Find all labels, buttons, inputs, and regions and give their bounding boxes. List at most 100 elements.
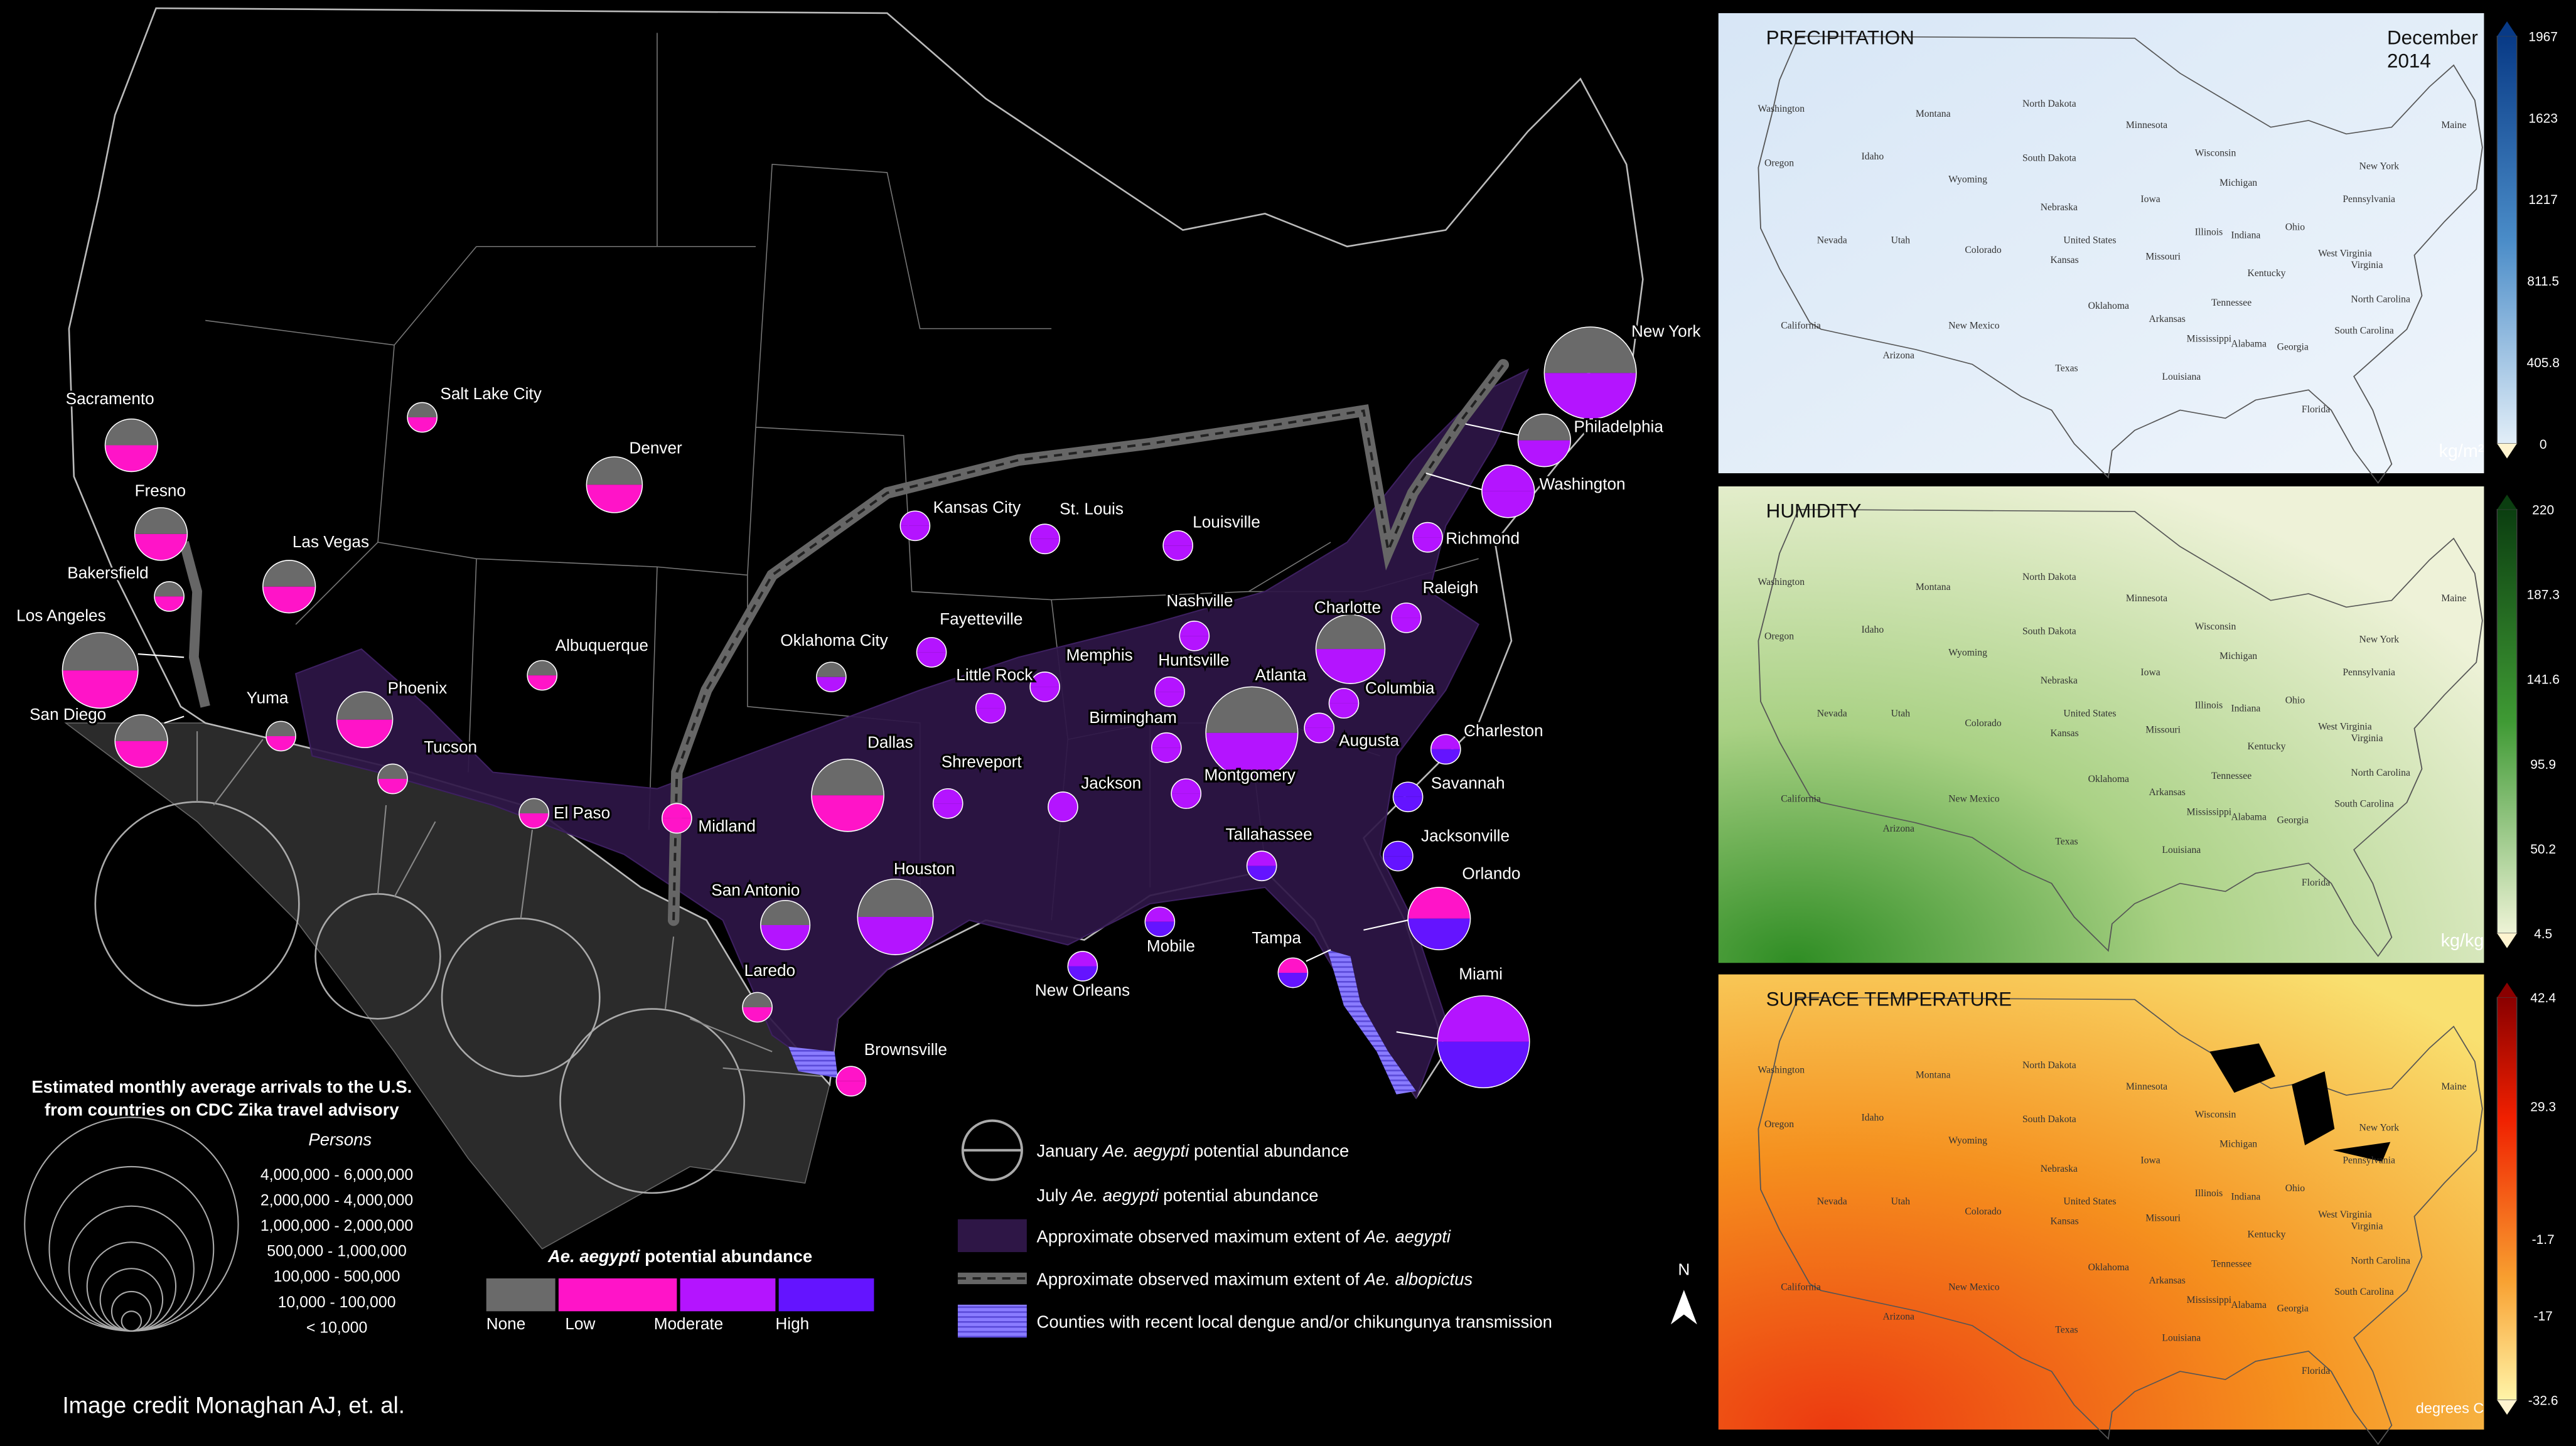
arrivals-bin: 1,000,000 - 2,000,000: [260, 1217, 413, 1234]
state-label: Indiana: [2231, 230, 2260, 241]
city-july: [1163, 545, 1193, 560]
leader-line: [1465, 423, 1520, 436]
state-label: Missouri: [2145, 1213, 2181, 1223]
leader-line: [1425, 473, 1483, 491]
abundance-title-part: Ae. aegypti: [547, 1246, 641, 1266]
cities: New York Philadelphia Washington Richmond Ra…: [14, 319, 1704, 1097]
city-outline: [527, 660, 558, 691]
city-january: [1544, 327, 1636, 373]
state-label: New Mexico: [1948, 794, 2000, 805]
city-july: [1048, 806, 1078, 822]
state-label: United States: [2063, 235, 2116, 245]
city-july: [1316, 649, 1385, 684]
key-label-part: Ae. aegypti: [1363, 1226, 1451, 1246]
state-label: Utah: [1891, 1196, 1911, 1207]
city-july: [743, 1007, 773, 1022]
state-label: California: [1781, 794, 1821, 805]
state-label: Kansas: [2050, 255, 2078, 265]
city-label: San Diego: [30, 705, 106, 724]
city-january: [933, 788, 963, 804]
abundance-level: Low: [565, 1314, 595, 1333]
city-january: [154, 581, 185, 597]
colorbar-tick: 187.3: [2526, 588, 2559, 602]
key-label-part: Ae. albopictus: [1363, 1269, 1473, 1288]
state-label: West Virginia: [2318, 248, 2372, 259]
city-label: New Orleans: [1035, 981, 1130, 1000]
state-label: Washington: [1758, 104, 1805, 114]
great-lakes: [2332, 1142, 2391, 1162]
city-outline: [1179, 620, 1210, 651]
city-outline: [1315, 614, 1386, 684]
city-outline: [1437, 995, 1530, 1089]
key-label-part: Ae. aegypti: [1071, 1186, 1159, 1205]
state-label: South Carolina: [2334, 1287, 2394, 1297]
colorbar-tick: 1217: [2528, 193, 2558, 207]
city-outline: [154, 581, 185, 612]
state-label: Virginia: [2351, 733, 2383, 744]
city-july: [1393, 796, 1423, 812]
arrivals-title: from countries on CDC Zika travel adviso…: [45, 1100, 399, 1120]
state-label: Pennsylvania: [2343, 194, 2395, 205]
city-january: [266, 721, 296, 736]
state-label: Arizona: [1882, 350, 1914, 361]
city-january: [1393, 782, 1423, 797]
city-july: [1030, 538, 1060, 554]
state-label: Washington: [1758, 577, 1805, 587]
state-label: South Carolina: [2334, 325, 2394, 336]
city-july: [407, 417, 437, 432]
city-label: Tampa: [1252, 928, 1301, 947]
colorbar-cap: [2497, 933, 2517, 948]
colorbar-tick: 141.6: [2526, 673, 2559, 687]
arrivals-bin: 500,000 - 1,000,000: [267, 1243, 407, 1260]
city-january: [1145, 907, 1175, 922]
state-label: United States: [2063, 1196, 2116, 1207]
state-label: West Virginia: [2318, 721, 2372, 732]
state-label: North Carolina: [2351, 1255, 2410, 1266]
abundance-swatch: [558, 1278, 677, 1312]
city-january: [527, 660, 557, 676]
state-label: Pennsylvania: [2343, 1155, 2395, 1166]
state-label: Arkansas: [2149, 1275, 2185, 1286]
key-label-part: potential abundance: [1158, 1186, 1318, 1205]
panel-unit: kg/m²: [2439, 441, 2484, 461]
city-label: Montgomery: [1205, 766, 1296, 785]
city-label: Tallahassee: [1226, 825, 1312, 844]
state-label: Minnesota: [2126, 593, 2167, 604]
abundance-level: Moderate: [654, 1314, 723, 1333]
city-outline: [1407, 887, 1471, 951]
key-label-part: Approximate observed maximum extent of: [1037, 1226, 1365, 1246]
abundance-swatch: [778, 1278, 874, 1312]
state-label: Tennessee: [2211, 1259, 2251, 1270]
panel-map-bg: [1718, 974, 2484, 1430]
city-label: Salt Lake City: [440, 384, 542, 403]
city-outline: [1392, 781, 1424, 813]
city-january: [1030, 672, 1060, 687]
city-label: Denver: [629, 439, 682, 458]
state-label: South Carolina: [2334, 799, 2394, 810]
abundance-swatch: [680, 1278, 776, 1312]
city-label: El Paso: [554, 803, 610, 822]
state-label: Georgia: [2277, 815, 2309, 826]
state-label: Kansas: [2050, 728, 2078, 739]
state-label: Tennessee: [2211, 297, 2251, 308]
city-outline: [1328, 688, 1360, 719]
city-january: [262, 560, 316, 587]
state-label: Idaho: [1861, 624, 1884, 635]
colorbar-tick: -17: [2534, 1309, 2553, 1324]
city-outline: [62, 632, 139, 709]
state-label: Maine: [2441, 120, 2466, 131]
state-label: New York: [2359, 161, 2400, 172]
key-label-part: July: [1037, 1186, 1072, 1205]
state-label: Montana: [1916, 1070, 1951, 1081]
state-label: Nevada: [1817, 1196, 1847, 1207]
leader-line: [137, 653, 185, 658]
state-label: Wyoming: [1948, 1135, 1987, 1146]
city-july: [816, 677, 846, 692]
colorbar-tick: 811.5: [2527, 274, 2559, 289]
state-label: Nevada: [1817, 235, 1847, 245]
state-label: Alabama: [2231, 338, 2267, 349]
city-outline: [1412, 522, 1443, 553]
panel-map-bg: [1718, 13, 2484, 474]
city-label: Las Vegas: [292, 532, 369, 551]
